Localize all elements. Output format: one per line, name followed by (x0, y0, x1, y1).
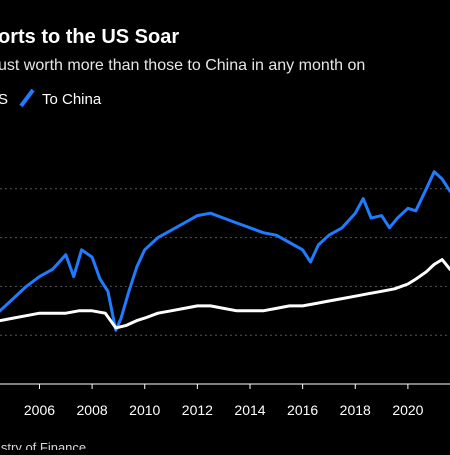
legend: S To China (0, 88, 102, 108)
legend-label-china: To China (42, 91, 102, 108)
x-axis-ticks: 2006 2008 2010 2012 2014 2016 2018 2020 (24, 384, 424, 418)
chart-subtitle: ust worth more than those to China in an… (0, 57, 365, 74)
chart-title: orts to the US Soar (0, 26, 179, 48)
x-tick-label: 2014 (234, 402, 265, 418)
x-tick-label: 2006 (24, 402, 55, 418)
x-tick-label: 2020 (392, 402, 423, 418)
x-tick-label: 2012 (182, 402, 213, 418)
x-tick-label: 2008 (77, 402, 108, 418)
x-tick-label: 2016 (287, 402, 318, 418)
grid (0, 188, 450, 336)
series-lines (0, 170, 450, 332)
series-line-s (0, 258, 450, 330)
source-note: istry of Finance (0, 440, 86, 450)
x-tick-label: 2010 (129, 402, 160, 418)
x-tick-label: 2018 (340, 402, 371, 418)
series-line-to-china (0, 170, 450, 332)
legend-swatch-china (19, 88, 35, 108)
legend-label-us: S (0, 91, 8, 108)
